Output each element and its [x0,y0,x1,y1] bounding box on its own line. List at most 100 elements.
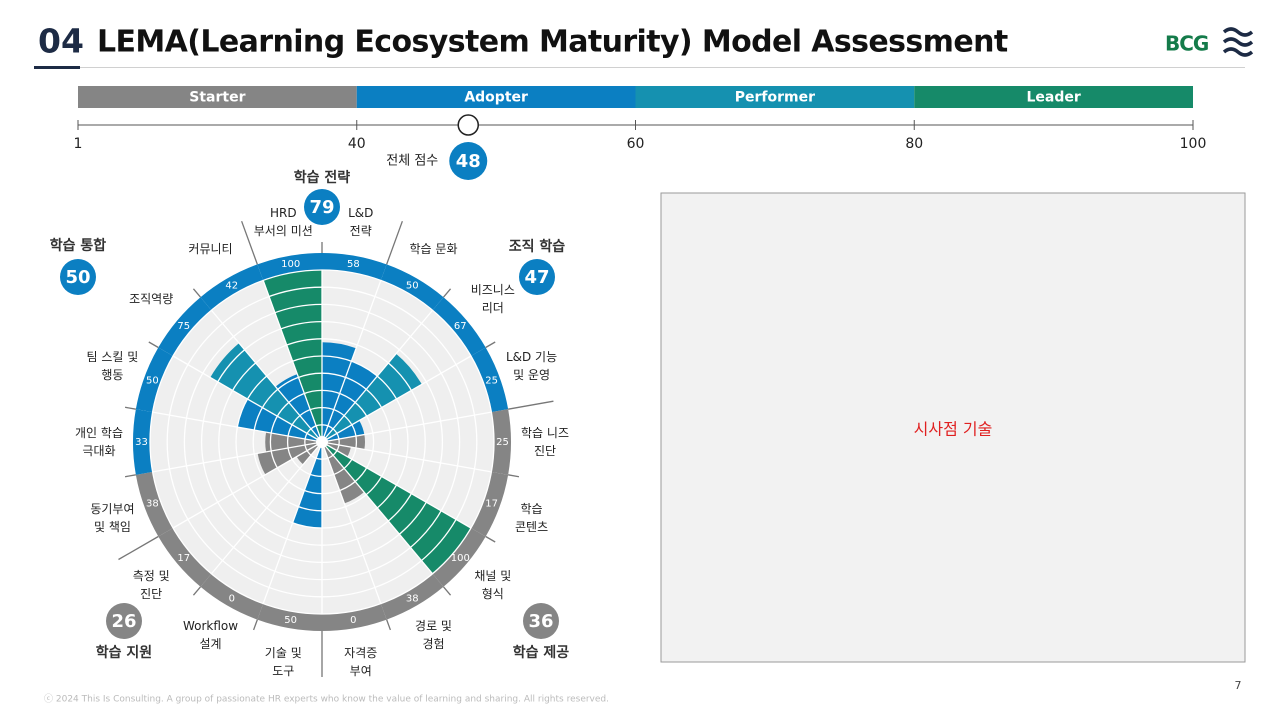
outer-tick [508,474,520,478]
outer-tick [442,586,452,596]
spoke [321,441,472,529]
number-underline [34,66,80,69]
outer-tick [118,535,159,561]
ring-segment [470,347,509,413]
bar [322,442,365,504]
bar [210,343,322,442]
spoke [321,441,434,575]
bar [265,432,322,452]
ring-segment [200,264,264,311]
outer-tick [485,341,496,349]
spoke [152,411,323,443]
logo: BCG [1165,32,1208,56]
ring-segment [432,528,486,587]
band-label: Leader [1026,90,1080,106]
bar [257,442,322,475]
bar [322,442,471,574]
notes-text: 시사점 기술 [914,420,993,439]
spoke [321,309,434,443]
category-label: 커뮤니티 [188,241,233,256]
category-label: 자격증 부여 [344,645,378,678]
group-name: 학습 통합 [49,238,107,254]
bar [322,434,365,450]
scale-tick-label: 80 [905,136,923,152]
band-label: Starter [189,90,245,106]
spoke [210,309,323,443]
copyright: ⓒ 2024 This Is Consulting. A group of pa… [44,694,609,705]
outer-tick [252,619,258,631]
page-number: 7 [1235,679,1242,692]
category-label: 기술 및 도구 [264,645,302,678]
group-name: 학습 지원 [95,645,153,661]
value-label: 100 [451,553,470,564]
group-score: 26 [111,611,136,632]
category-label: 채널 및 형식 [474,569,512,602]
band [635,86,915,108]
ring-segment [257,603,322,631]
category-label: 학습 니즈 진단 [521,426,569,458]
category-label: 팀 스킬 및 행동 [86,349,139,382]
spoke [321,280,382,443]
bar [322,353,422,442]
section-number: 04 [38,22,84,61]
score-marker [457,114,479,136]
category-label: 동기부여 및 책임 [90,502,135,535]
value-label: 0 [350,615,356,626]
outer-tick [124,474,136,478]
value-label: 50 [284,615,297,626]
spoke [210,441,323,575]
ring-segment [322,253,387,281]
ring-segment [491,409,511,475]
group-badge [106,603,142,639]
group-badge [60,259,96,295]
scale-tick-label: 1 [74,136,83,152]
outer-tick [192,586,202,596]
outer-tick [508,400,554,410]
scale-tick-label: 100 [1180,136,1207,152]
outer-tick [386,220,403,265]
group-badge [519,259,555,295]
value-label: 100 [281,259,300,270]
category-label: L&D 전략 [348,206,374,239]
slide-title: LEMA(Learning Ecosystem Maturity) Model … [97,25,1008,60]
category-label: 경로 및 경험 [415,619,452,652]
hub [316,436,328,448]
category-label: 비즈니스 리더 [470,282,515,315]
bar [322,361,378,442]
value-label: 25 [496,437,509,448]
ring-segment [322,603,387,631]
ring-segment [133,409,153,475]
ring-segment [135,347,174,413]
ring-segment [432,297,486,356]
spoke [321,355,472,443]
spoke [321,411,492,443]
ring-segment [135,471,174,537]
value-label: 25 [485,375,498,386]
band [914,86,1193,108]
outer-tick [192,288,202,298]
score-badge [449,142,488,180]
ring-segment [200,573,264,620]
notes-box [660,192,1246,663]
outer-tick [241,220,258,265]
category-label: L&D 기능 및 운영 [505,349,558,382]
spoke [262,280,323,443]
group-badge [523,603,559,639]
ring-segment [380,573,444,620]
group-score: 36 [528,611,553,632]
outer-tick [442,288,452,298]
group-score: 47 [524,267,549,288]
scale-tick-label: 60 [627,136,645,152]
value-label: 58 [347,259,360,270]
value-label: 17 [177,553,190,564]
logo-icon [1222,27,1254,57]
spoke [262,441,323,604]
value-label: 50 [146,375,159,386]
value-label: 17 [485,499,498,510]
ring-segment [158,528,212,587]
spoke [321,441,382,604]
value-label: 38 [146,499,159,510]
value-label: 42 [225,281,238,292]
